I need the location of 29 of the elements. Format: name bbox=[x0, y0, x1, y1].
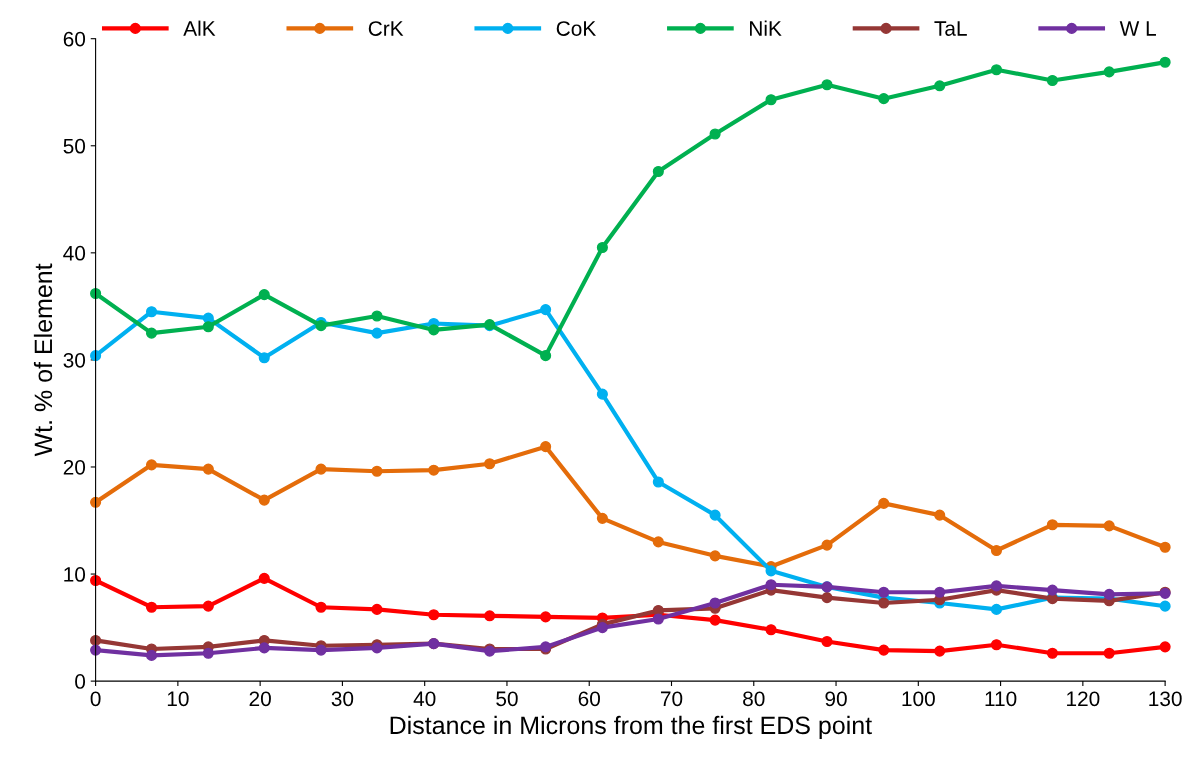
x-tick-label: 70 bbox=[660, 691, 683, 707]
y-tick-label: 60 bbox=[63, 31, 86, 47]
x-tick-label: 130 bbox=[1149, 691, 1182, 707]
x-tick-label: 100 bbox=[902, 691, 935, 707]
x-tick-label: 80 bbox=[743, 691, 765, 707]
legend-label: W L bbox=[1119, 21, 1156, 36]
x-tick-label: 110 bbox=[985, 691, 1017, 707]
y-tick-label: 20 bbox=[63, 459, 86, 475]
y-tick-label: 50 bbox=[63, 138, 86, 154]
legend-label: TaL bbox=[934, 21, 967, 36]
y-axis-title: Wt. % of Element bbox=[33, 263, 53, 457]
y-tick-label: 30 bbox=[63, 352, 86, 368]
x-tick-label: 50 bbox=[496, 691, 518, 707]
x-tick-label: 10 bbox=[167, 691, 189, 707]
x-tick-label: 120 bbox=[1067, 691, 1100, 707]
y-tick-label: 0 bbox=[75, 674, 86, 689]
x-tick-label: 30 bbox=[331, 691, 354, 707]
legend-label: AlK bbox=[183, 20, 216, 36]
x-tick-label: 90 bbox=[825, 691, 847, 707]
x-tick-label: 60 bbox=[578, 691, 600, 707]
x-tick-label: 40 bbox=[413, 691, 436, 707]
legend-label: NiK bbox=[750, 20, 782, 36]
x-tick-label: 20 bbox=[249, 691, 271, 707]
x-axis-title: Distance in Microns from the first EDS point bbox=[390, 715, 872, 740]
y-tick-label: 40 bbox=[63, 245, 86, 261]
legend-label: CoK bbox=[556, 21, 596, 36]
legend-label: CrK bbox=[368, 21, 404, 36]
x-tick-label: 0 bbox=[90, 691, 101, 707]
y-tick-label: 10 bbox=[64, 567, 86, 582]
